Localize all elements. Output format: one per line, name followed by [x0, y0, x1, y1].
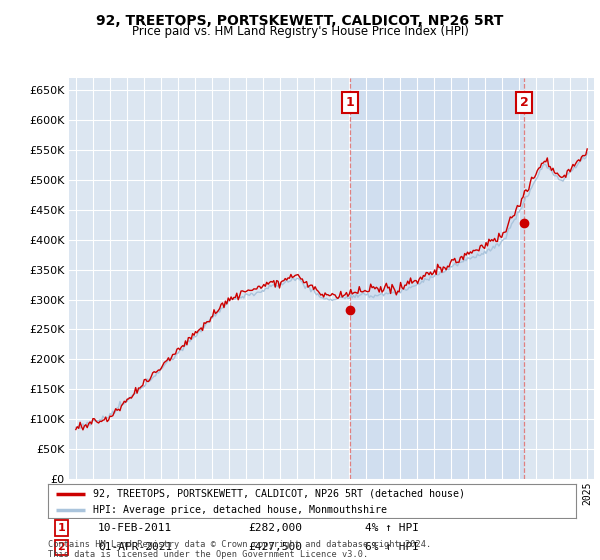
Text: 01-APR-2021: 01-APR-2021 [98, 542, 172, 552]
Text: 1: 1 [58, 522, 65, 533]
Text: Contains HM Land Registry data © Crown copyright and database right 2024.
This d: Contains HM Land Registry data © Crown c… [48, 540, 431, 559]
Text: Price paid vs. HM Land Registry's House Price Index (HPI): Price paid vs. HM Land Registry's House … [131, 25, 469, 38]
Text: £282,000: £282,000 [248, 522, 302, 533]
Text: 4% ↑ HPI: 4% ↑ HPI [365, 522, 419, 533]
Text: HPI: Average price, detached house, Monmouthshire: HPI: Average price, detached house, Monm… [93, 505, 387, 515]
Text: 10-FEB-2011: 10-FEB-2011 [98, 522, 172, 533]
Text: 92, TREETOPS, PORTSKEWETT, CALDICOT, NP26 5RT: 92, TREETOPS, PORTSKEWETT, CALDICOT, NP2… [97, 14, 503, 28]
Text: 92, TREETOPS, PORTSKEWETT, CALDICOT, NP26 5RT (detached house): 92, TREETOPS, PORTSKEWETT, CALDICOT, NP2… [93, 489, 465, 499]
Text: 6% ↑ HPI: 6% ↑ HPI [365, 542, 419, 552]
Text: 1: 1 [346, 96, 355, 109]
Text: £427,500: £427,500 [248, 542, 302, 552]
Bar [350, 78, 524, 479]
Text: 2: 2 [520, 96, 529, 109]
Text: 2: 2 [58, 542, 65, 552]
